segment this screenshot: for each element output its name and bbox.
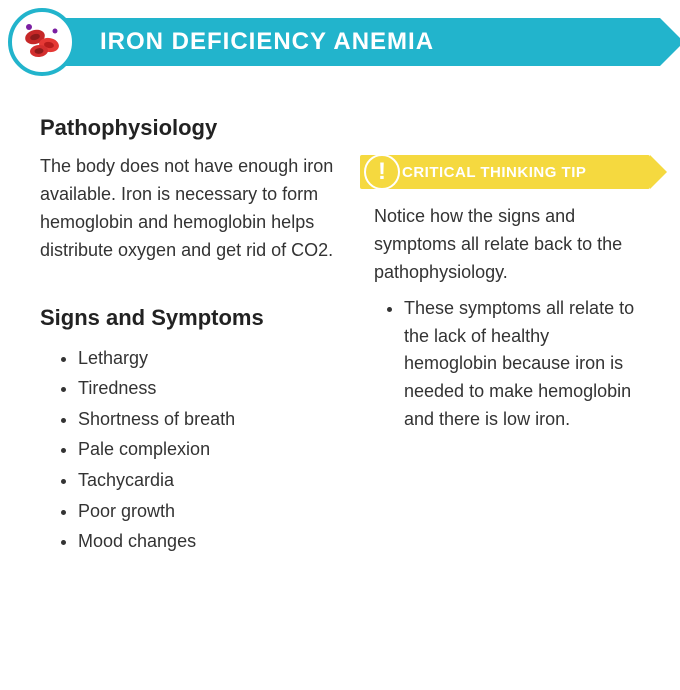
left-column: Pathophysiology The body does not have e… <box>40 115 340 557</box>
tip-body: Notice how the signs and symptoms all re… <box>360 189 650 434</box>
list-item: Pale complexion <box>78 434 340 465</box>
right-column: ! CRITICAL THINKING TIP Notice how the s… <box>360 115 650 557</box>
list-item: Lethargy <box>78 343 340 374</box>
blood-cells-icon <box>19 19 65 65</box>
list-item: These symptoms all relate to the lack of… <box>404 295 642 434</box>
content-area: Pathophysiology The body does not have e… <box>0 85 680 557</box>
list-item: Shortness of breath <box>78 404 340 435</box>
title-banner: IRON DEFICIENCY ANEMIA <box>30 18 660 66</box>
list-item: Poor growth <box>78 496 340 527</box>
exclamation-icon: ! <box>364 154 400 190</box>
signs-heading: Signs and Symptoms <box>40 305 340 331</box>
tip-title: CRITICAL THINKING TIP <box>402 164 586 181</box>
signs-list: Lethargy Tiredness Shortness of breath P… <box>40 343 340 557</box>
pathophysiology-text: The body does not have enough iron avail… <box>40 153 340 265</box>
critical-thinking-tip: ! CRITICAL THINKING TIP Notice how the s… <box>360 155 650 434</box>
topic-icon-circle <box>8 8 76 76</box>
tip-bullets: These symptoms all relate to the lack of… <box>374 295 642 434</box>
list-item: Mood changes <box>78 526 340 557</box>
tip-header: ! CRITICAL THINKING TIP <box>360 155 650 189</box>
header: IRON DEFICIENCY ANEMIA <box>0 0 680 85</box>
list-item: Tiredness <box>78 373 340 404</box>
pathophysiology-heading: Pathophysiology <box>40 115 340 141</box>
tip-intro: Notice how the signs and symptoms all re… <box>374 203 642 287</box>
list-item: Tachycardia <box>78 465 340 496</box>
page-title: IRON DEFICIENCY ANEMIA <box>100 28 434 56</box>
